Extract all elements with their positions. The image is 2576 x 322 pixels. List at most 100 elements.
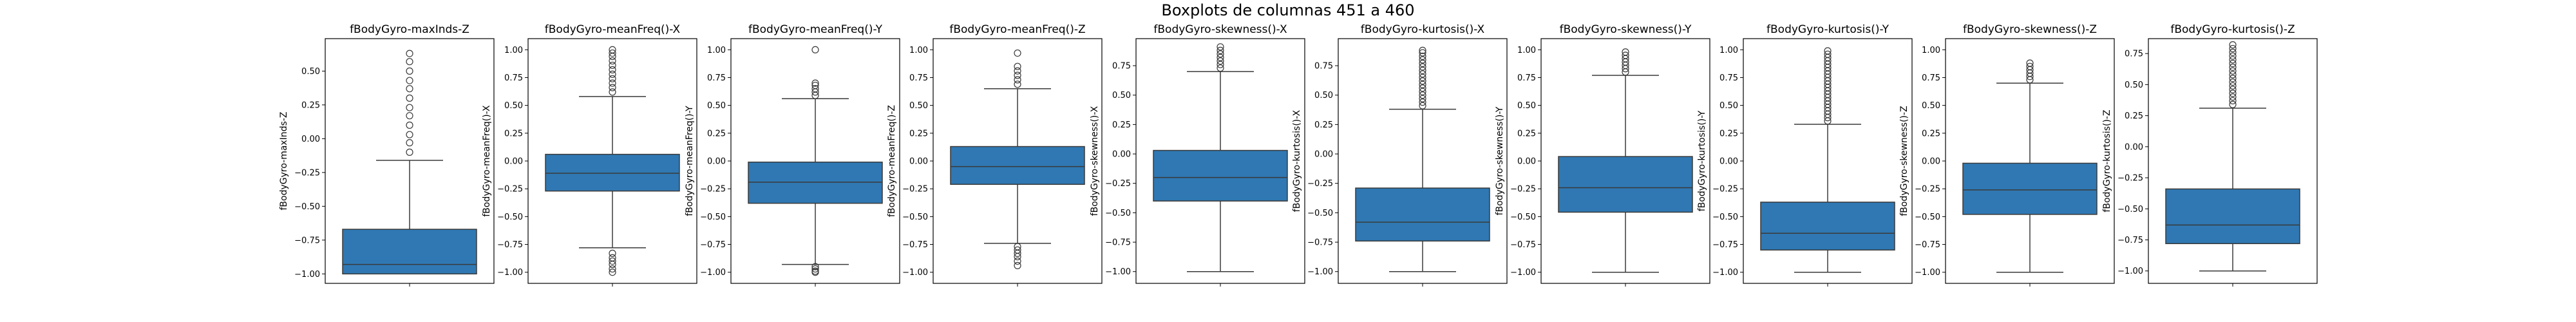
outlier-point — [1419, 80, 1426, 88]
y-tick-label: 0.50 — [1719, 101, 1738, 111]
outlier-point — [2229, 71, 2237, 79]
outlier-point — [2229, 78, 2237, 86]
y-tick-label: 0.25 — [504, 129, 523, 138]
y-tick-label: −0.50 — [700, 213, 726, 222]
y-tick-label: 0.25 — [909, 129, 928, 138]
y-tick-label: 0.25 — [1719, 129, 1738, 138]
outlier-point — [2229, 67, 2237, 75]
outlier-point — [609, 257, 616, 265]
y-tick-label: 0.00 — [1314, 150, 1333, 160]
y-tick-label: −0.75 — [497, 240, 523, 250]
y-tick-label: 0.00 — [707, 157, 726, 167]
outlier-point — [1014, 249, 1021, 257]
subplot: fBodyGyro-skewness()-Z fBodyGyro-skewness… — [1899, 23, 2115, 287]
y-tick-label: 0.75 — [909, 73, 928, 83]
outlier-point — [811, 265, 819, 273]
outlier-point — [1419, 77, 1426, 85]
outlier-point — [1014, 67, 1021, 75]
iqr-box — [545, 153, 680, 192]
y-tick-label: −0.25 — [497, 185, 523, 194]
y-tick-label: 1.00 — [504, 46, 523, 55]
outlier-point — [406, 139, 413, 147]
y-tick-label: 0.50 — [2125, 80, 2143, 90]
outlier-point — [609, 261, 616, 269]
y-tick-label: 0.50 — [1112, 91, 1131, 100]
outlier-point — [1217, 57, 1224, 65]
y-tick-label: 0.25 — [301, 100, 320, 110]
y-tick-label: −0.25 — [1915, 185, 1940, 194]
y-tick-label: −0.25 — [1307, 179, 1333, 189]
y-tick-label: 0.00 — [504, 157, 523, 167]
figure-title: Boxplots de columnas 451 a 460 — [1161, 1, 1414, 19]
subplot-title: fBodyGyro-meanFreq()-X — [545, 23, 681, 36]
outlier-point — [1419, 95, 1426, 102]
y-tick-label: −0.75 — [1510, 240, 1536, 250]
iqr-box — [950, 146, 1085, 185]
outlier-point — [1419, 49, 1426, 57]
y-tick-label: 0.00 — [301, 135, 320, 144]
y-tick-label: −0.50 — [902, 213, 928, 222]
y-tick-label: −0.50 — [497, 213, 523, 222]
y-axis-label: fBodyGyro-skewness()-Y — [1495, 106, 1505, 215]
outlier-point — [2229, 48, 2237, 56]
y-tick-label: −0.75 — [1915, 240, 1940, 250]
outlier-point — [811, 269, 819, 276]
subplot-title: fBodyGyro-meanFreq()-Z — [949, 23, 1085, 36]
subplot-title: fBodyGyro-kurtosis()-Y — [1766, 23, 1889, 36]
y-tick-label: −0.50 — [1307, 209, 1333, 218]
outlier-point — [811, 79, 819, 87]
iqr-box — [1558, 156, 1693, 213]
y-tick-label: 0.50 — [1314, 91, 1333, 100]
y-tick-label: 0.75 — [1112, 62, 1131, 71]
y-tick-label: 1.00 — [1922, 46, 1940, 55]
y-tick-label: −1.00 — [700, 268, 726, 278]
y-tick-label: −0.75 — [294, 236, 320, 245]
outlier-point — [609, 75, 616, 82]
axes-frame — [325, 38, 495, 284]
y-tick-label: 0.75 — [707, 73, 726, 83]
outlier-point — [2229, 59, 2237, 68]
subplot-title: fBodyGyro-skewness()-Z — [1963, 23, 2097, 36]
y-tick-label: −1.00 — [1510, 268, 1536, 278]
outlier-point — [1014, 257, 1021, 265]
outlier-point — [2229, 93, 2237, 101]
y-tick-label: 0.75 — [1517, 73, 1536, 83]
subplot-title: fBodyGyro-maxInds-Z — [350, 23, 469, 36]
y-tick-label: 0.25 — [1112, 120, 1131, 130]
axes-frame — [1135, 38, 1305, 284]
y-tick-label: −1.00 — [497, 268, 523, 278]
outlier-point — [1014, 261, 1021, 269]
subplot-title: fBodyGyro-kurtosis()-Z — [2170, 23, 2295, 36]
outlier-point — [2026, 59, 2034, 67]
y-tick-label: −0.50 — [2117, 205, 2143, 214]
y-tick-label: −0.75 — [2117, 236, 2143, 245]
y-tick-label: 1.00 — [1517, 46, 1536, 55]
outlier-point — [1217, 64, 1224, 72]
y-axis-label: fBodyGyro-meanFreq()-X — [482, 105, 492, 217]
y-tick-label: 0.50 — [909, 101, 928, 111]
iqr-box — [1153, 149, 1288, 202]
y-tick-label: −0.25 — [1712, 185, 1738, 194]
outlier-point — [2229, 52, 2237, 60]
y-tick-label: −1.00 — [1105, 267, 1131, 277]
y-tick-label: 0.25 — [707, 129, 726, 138]
outlier-point — [2229, 63, 2237, 71]
y-tick-label: 0.75 — [1314, 62, 1333, 71]
outlier-point — [1419, 91, 1426, 99]
outlier-point — [406, 58, 413, 66]
outlier-point — [811, 263, 819, 270]
iqr-box — [1760, 202, 1895, 251]
y-tick-label: −0.25 — [2117, 174, 2143, 184]
y-tick-label: −0.25 — [700, 185, 726, 194]
outlier-point — [1419, 59, 1426, 67]
y-tick-label: 1.00 — [909, 46, 928, 55]
outlier-point — [2229, 75, 2237, 82]
outlier-point — [1014, 76, 1021, 84]
y-axis-label: fBodyGyro-maxInds-Z — [279, 111, 289, 210]
outlier-point — [406, 131, 413, 138]
y-tick-label: 0.50 — [1922, 101, 1940, 111]
y-tick-label: −0.25 — [1510, 185, 1536, 194]
subplot: fBodyGyro-skewness()-X fBodyGyro-skewness… — [1090, 23, 1305, 287]
outlier-point — [1824, 50, 1832, 58]
